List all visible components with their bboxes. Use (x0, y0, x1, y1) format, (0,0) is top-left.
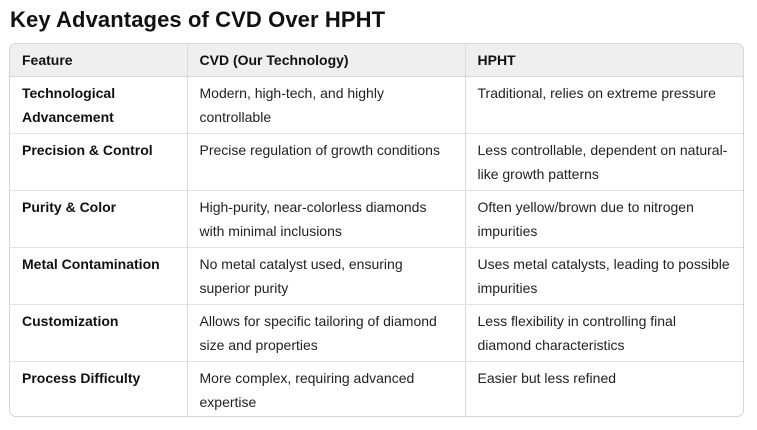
header-hpht: HPHT (465, 44, 743, 77)
cvd-cell: High-purity, near-colorless diamonds wit… (187, 190, 466, 248)
hpht-cell: Less controllable, dependent on natural-… (465, 133, 743, 191)
cvd-cell: Modern, high-tech, and highly controllab… (187, 76, 466, 134)
header-feature: Feature (10, 44, 188, 77)
feature-cell: Technological Advancement (10, 76, 188, 134)
hpht-cell: Often yellow/brown due to nitrogen impur… (465, 190, 743, 248)
cvd-cell: Allows for specific tailoring of diamond… (187, 304, 466, 362)
table-row: Precision & Control Precise regulation o… (10, 133, 743, 191)
table-header-row: Feature CVD (Our Technology) HPHT (10, 44, 743, 77)
feature-cell: Purity & Color (10, 190, 188, 248)
cvd-cell: More complex, requiring advanced experti… (187, 361, 466, 416)
feature-cell: Precision & Control (10, 133, 188, 191)
table-row: Process Difficulty More complex, requiri… (10, 361, 743, 416)
feature-cell: Process Difficulty (10, 361, 188, 416)
comparison-table-container: Feature CVD (Our Technology) HPHT Techno… (9, 43, 744, 417)
feature-cell: Metal Contamination (10, 247, 188, 305)
hpht-cell: Easier but less refined (477, 370, 617, 386)
hpht-cell: Uses metal catalysts, leading to possibl… (465, 247, 743, 305)
table-row: Purity & Color High-purity, near-colorle… (10, 190, 743, 248)
hpht-cell: Traditional, relies on extreme pressure (465, 76, 743, 134)
page-title: Key Advantages of CVD Over HPHT (10, 7, 386, 32)
table-row: Technological Advancement Modern, high-t… (10, 76, 743, 134)
cvd-cell: No metal catalyst used, ensuring superio… (187, 247, 466, 305)
table-row: Customization Allows for specific tailor… (10, 304, 743, 362)
table-row: Metal Contamination No metal catalyst us… (10, 247, 743, 305)
cvd-cell: Precise regulation of growth conditions (187, 133, 466, 191)
feature-cell: Customization (10, 304, 188, 362)
header-cvd: CVD (Our Technology) (187, 44, 466, 77)
comparison-table: Feature CVD (Our Technology) HPHT Techno… (10, 44, 743, 416)
hpht-cell: Less flexibility in controlling final di… (465, 304, 743, 362)
